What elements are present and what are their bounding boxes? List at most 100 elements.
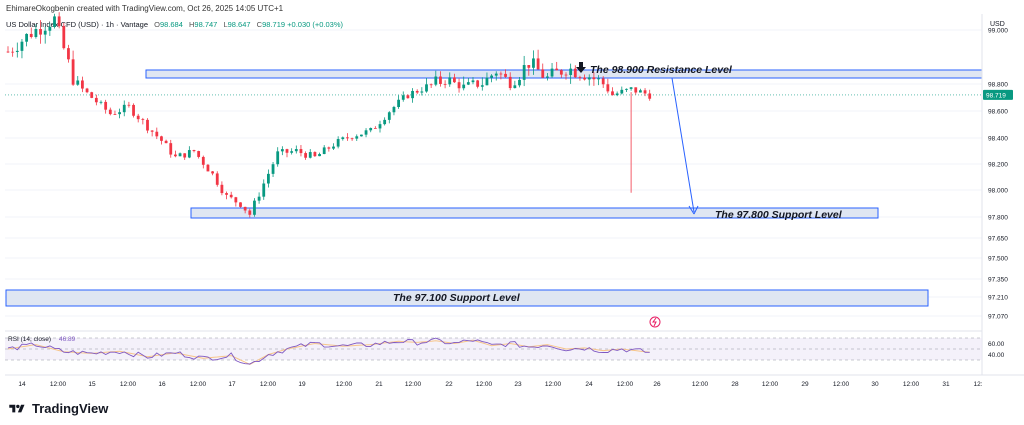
rsi-line	[7, 337, 650, 365]
candle-body	[215, 173, 219, 185]
zone-label: The 98.900 Resistance Level	[590, 64, 733, 76]
candle-body	[118, 112, 121, 115]
candle-body	[448, 77, 452, 85]
candle-body	[643, 90, 647, 94]
tradingview-icon	[9, 404, 25, 412]
time-tick-label: 14	[18, 381, 26, 388]
rsi-label: RSI (14, close)	[8, 336, 51, 343]
candle-body	[439, 76, 442, 84]
candle-body	[57, 16, 61, 27]
candle-body	[299, 149, 303, 154]
candle-body	[206, 164, 210, 172]
candle-body	[197, 151, 201, 157]
symbol-legend: US Dollar Index CFD (USD) · 1h · Vantage…	[6, 20, 344, 29]
candle-body	[341, 137, 345, 140]
candle-body	[294, 149, 298, 152]
rsi-pane: 60.00 40.00 RSI (14, close) 46.89	[5, 330, 1005, 365]
candle-body	[76, 80, 80, 85]
candle-body	[541, 69, 545, 78]
candle-body	[62, 26, 66, 49]
candle-body	[104, 101, 108, 110]
candle-body	[494, 73, 498, 76]
candle-body	[606, 84, 610, 92]
candle-body	[462, 84, 466, 89]
tradingview-logo: TradingView	[8, 401, 108, 416]
time-tick-label: 12:	[973, 381, 982, 388]
price-tick-label: 98.200	[988, 162, 1008, 169]
zones: The 98.900 Resistance Level The 97.800 Su…	[5, 62, 983, 307]
time-tick-label: 24	[585, 381, 593, 388]
candle-body	[504, 73, 507, 77]
zone-box	[5, 289, 929, 307]
time-tick-label: 12:00	[692, 381, 709, 388]
candle-body	[85, 88, 89, 93]
candle-body	[559, 70, 563, 75]
candle-body	[536, 58, 540, 70]
low-value: 98.647	[227, 20, 251, 29]
candle-body	[350, 138, 354, 140]
candle-body	[225, 193, 228, 195]
candle-body	[471, 80, 475, 83]
candle-body	[313, 152, 317, 157]
candle-body	[373, 128, 377, 129]
candle-body	[53, 16, 56, 27]
brand-name: TradingView	[32, 401, 109, 416]
candle-body	[383, 119, 387, 125]
price-tick-label: 98.400	[988, 136, 1008, 143]
time-tick-label: 12:00	[476, 381, 493, 388]
zone-box	[145, 69, 983, 79]
symbol-name[interactable]: US Dollar Index CFD (USD) · 1h · Vantage	[6, 20, 148, 29]
candle-body	[629, 87, 633, 89]
candle-body	[229, 194, 233, 198]
last-price-label: 98.719	[986, 92, 1006, 99]
time-tick-label: 26	[653, 381, 661, 388]
candle-body	[192, 150, 196, 152]
rsi-value: 46.89	[59, 336, 76, 343]
time-tick-label: 16	[158, 381, 166, 388]
price-tick-label: 97.800	[988, 215, 1008, 222]
candle-body	[34, 29, 38, 37]
zone-label: The 97.100 Support Level	[393, 292, 521, 304]
flash-bolt-icon	[652, 317, 657, 327]
candle-body	[601, 78, 605, 85]
candle-body	[346, 137, 349, 139]
candle-body	[15, 50, 19, 52]
price-tick-label: 97.650	[988, 236, 1008, 243]
candle-body	[625, 88, 628, 90]
candle-body	[146, 119, 149, 131]
candle-body	[327, 147, 331, 149]
candle-body	[113, 114, 117, 115]
time-tick-label: 12:00	[762, 381, 779, 388]
candle-body	[550, 68, 554, 77]
price-tick-label: 97.500	[988, 256, 1008, 263]
candle-body	[527, 65, 531, 68]
time-axis: 14 12:00 15 12:00 16 12:00 17 12:00 19 12:00 21 12:…	[5, 374, 1024, 388]
candle-body	[476, 80, 480, 87]
candle-body	[420, 91, 424, 93]
candle-body	[201, 156, 205, 165]
candle-body	[592, 77, 596, 80]
time-tick-label: 12:00	[617, 381, 634, 388]
candle-body	[48, 26, 52, 31]
candle-body	[308, 152, 312, 158]
open-value: 98.684	[159, 20, 183, 29]
time-tick-label: 12:00	[260, 381, 277, 388]
candle-body	[401, 95, 405, 100]
down-arrow-icon	[576, 62, 586, 73]
candle-body	[211, 171, 214, 174]
candle-body	[99, 101, 103, 103]
time-tick-label: 19	[298, 381, 306, 388]
candle-body	[122, 104, 126, 113]
candle-body	[639, 90, 642, 93]
candle-body	[564, 74, 568, 76]
candle-body	[406, 95, 410, 99]
rsi-tick-label: 60.00	[988, 341, 1005, 348]
candle-body	[513, 85, 517, 89]
price-tick-label: 97.070	[988, 314, 1008, 321]
candle-body	[94, 97, 98, 103]
candle-body	[43, 30, 47, 35]
candle-body	[257, 196, 261, 201]
candle-body	[67, 48, 70, 60]
candle-body	[160, 136, 163, 141]
